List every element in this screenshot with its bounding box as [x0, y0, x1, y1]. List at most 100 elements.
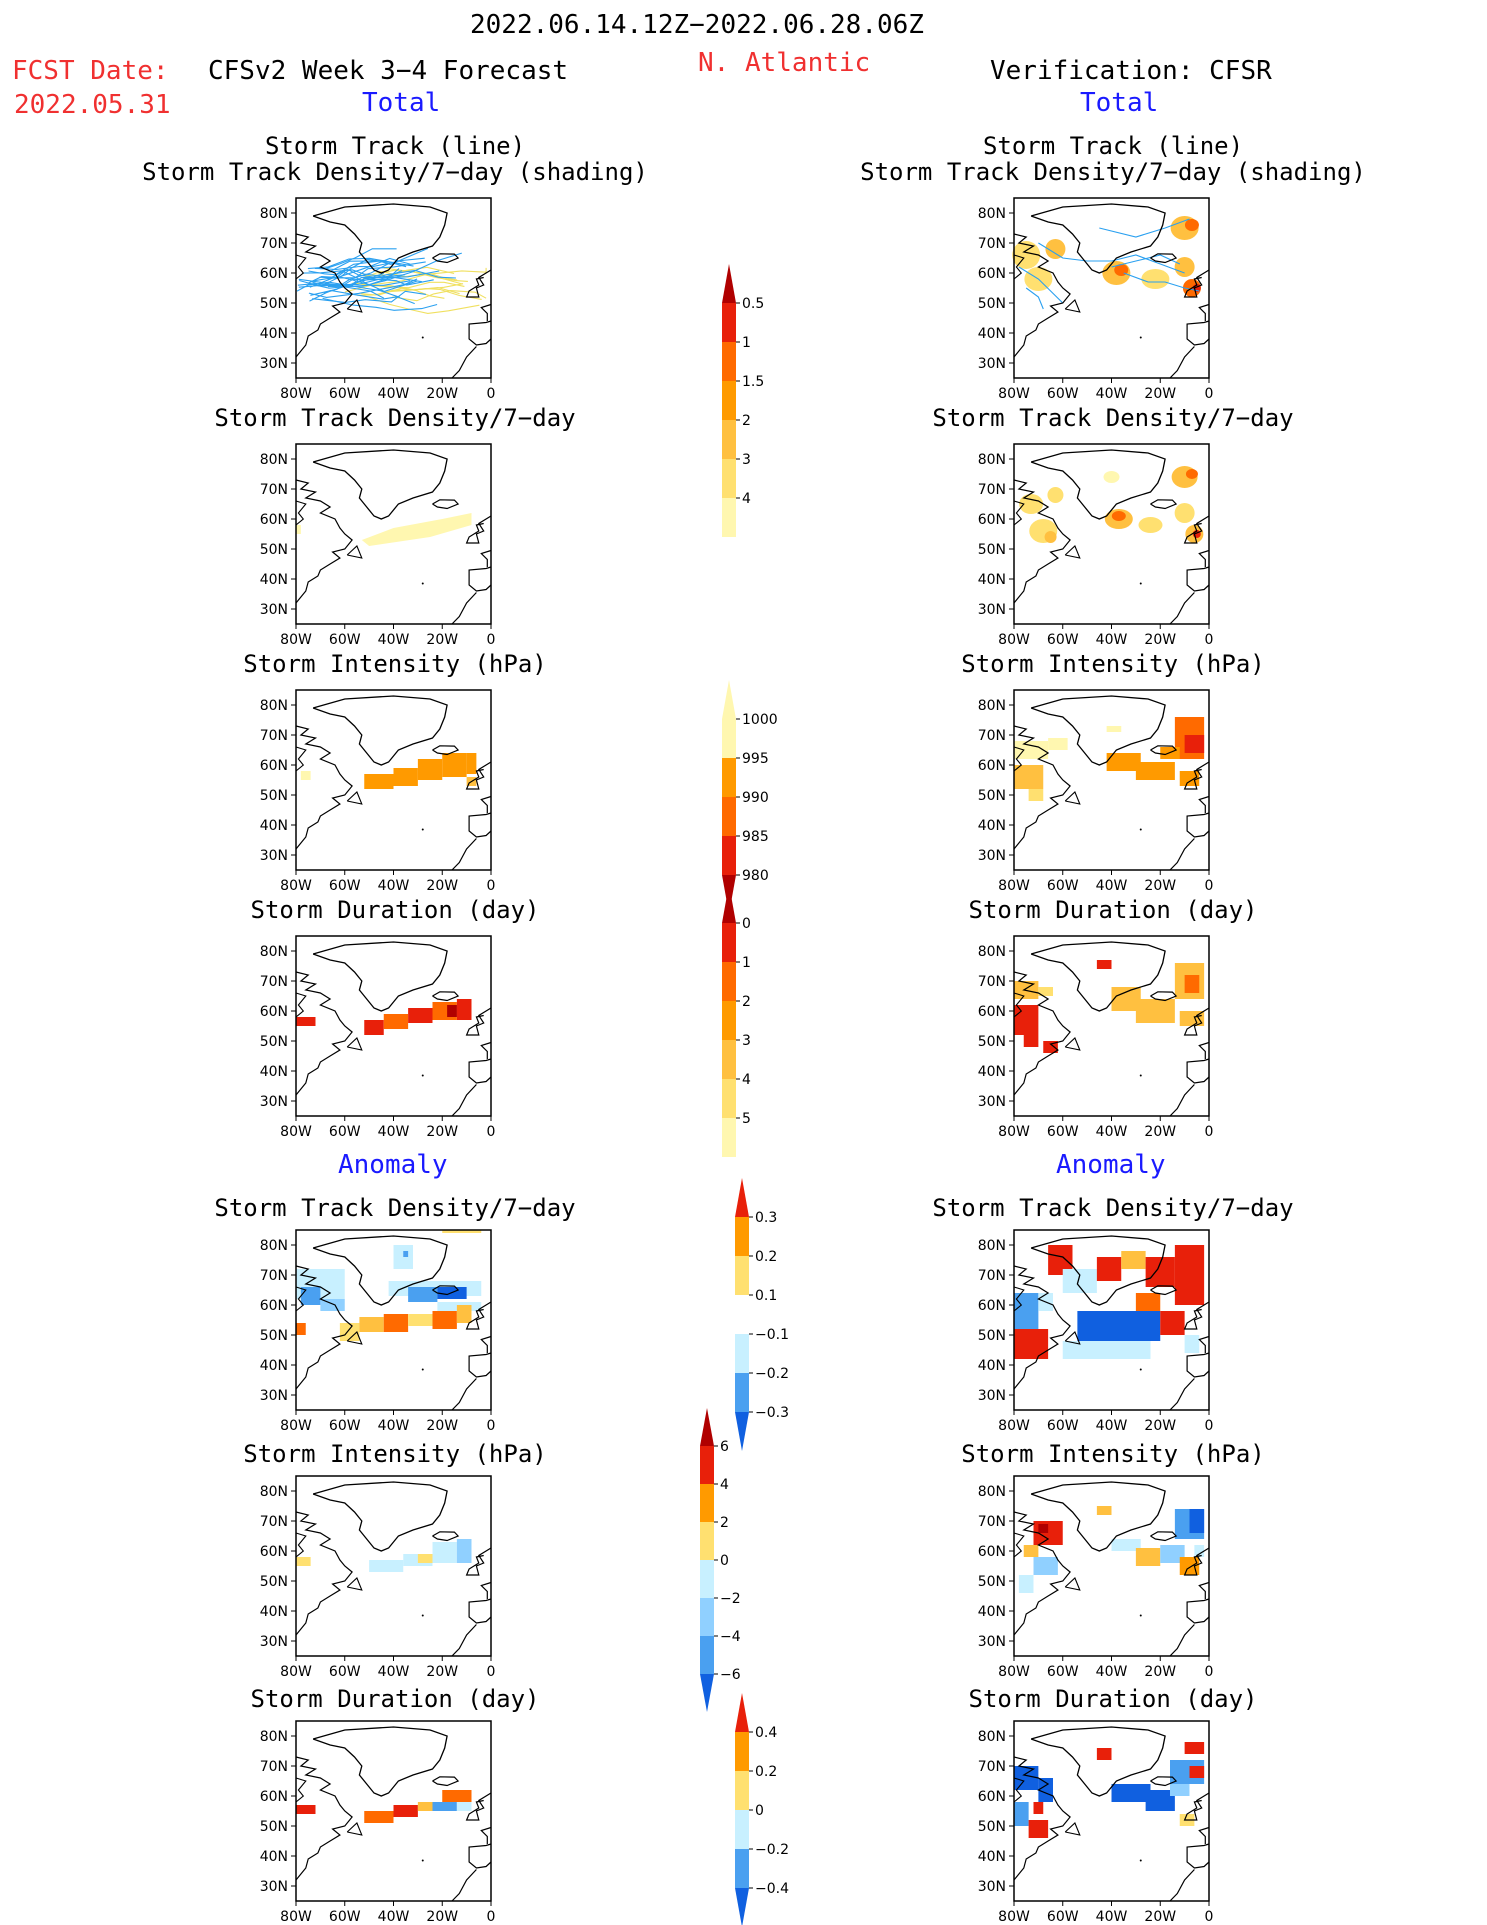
data-cell: [1194, 1545, 1205, 1557]
colorbar-label: −0.3: [755, 1405, 789, 1421]
title-duration-left: Storm Duration (day): [250, 896, 540, 924]
data-cell: [1018, 1575, 1034, 1593]
data-cell: [1023, 1545, 1039, 1557]
panel-cfsr-duration: 80N 70N 60N 50N 40N 30N 80W 60W 40W 20W 0: [978, 935, 1213, 1140]
colorbar-label: −0.2: [755, 1366, 789, 1382]
lat-tick-label: 60N: [260, 512, 288, 528]
lat-tick-label: 70N: [260, 974, 288, 990]
lat-tick-label: 30N: [260, 1388, 288, 1404]
colorbar-label: 2: [742, 994, 751, 1010]
storm-track: [1038, 242, 1185, 274]
title-track-l1-right: Storm Track (line): [982, 132, 1244, 160]
lon-tick-label: 0: [487, 386, 496, 402]
data-cell: [300, 1287, 321, 1305]
data-cell: [1096, 1748, 1112, 1760]
colorbar-label: 1000: [742, 712, 778, 728]
lon-tick-label: 80W: [280, 1418, 312, 1434]
data-cell: [1038, 987, 1053, 996]
lon-tick-label: 0: [487, 1909, 496, 1925]
data-cell: [1038, 1778, 1053, 1802]
data-cell: [1135, 762, 1175, 780]
lat-tick-label: 80N: [260, 1729, 288, 1745]
lat-tick-label: 50N: [978, 1328, 1006, 1344]
panel-cfsr-intensity: 80N 70N 60N 50N 40N 30N 80W 60W 40W 20W 0: [978, 689, 1214, 894]
lon-tick-label: 20W: [1144, 632, 1176, 648]
colorbar-arrow-bottom: [735, 1888, 749, 1925]
lon-tick-label: 40W: [1096, 1124, 1128, 1140]
colorbar-label: 0: [755, 1803, 764, 1819]
title-density-anom-right: Storm Track Density/7−day: [932, 1194, 1294, 1222]
lon-tick-label: 0: [487, 1664, 496, 1680]
lat-tick-label: 50N: [260, 1574, 288, 1590]
lat-tick-label: 50N: [978, 788, 1006, 804]
data-cell: [1179, 771, 1200, 786]
lat-tick-label: 50N: [260, 542, 288, 558]
lat-tick-label: 60N: [978, 1789, 1006, 1805]
lon-tick-label: 0: [1205, 878, 1214, 894]
lon-tick-label: 40W: [378, 1664, 410, 1680]
storm-track: [356, 281, 465, 289]
density-blob: [1012, 241, 1041, 269]
panel-forecast-track: 80N 70N 60N 50N 40N 30N 80W 60W 40W 20W 0: [260, 197, 496, 402]
data-cell: [1184, 975, 1200, 993]
colorbar-arrow-top: [722, 680, 736, 719]
colorbar-label: 1.5: [742, 374, 764, 390]
lon-tick-label: 80W: [280, 632, 312, 648]
title-intensity-right: Storm Intensity (hPa): [961, 650, 1265, 678]
lat-tick-label: 40N: [260, 818, 288, 834]
lon-tick-label: 40W: [1096, 1664, 1128, 1680]
lon-tick-label: 20W: [426, 632, 458, 648]
lon-tick-label: 40W: [1096, 878, 1128, 894]
data-cell: [1111, 1784, 1151, 1802]
lon-tick-label: 0: [487, 1418, 496, 1434]
data-cell: [1135, 999, 1175, 1023]
lon-tick-label: 60W: [329, 1909, 361, 1925]
density-blob: [1047, 487, 1064, 503]
data-cell: [1106, 753, 1141, 771]
lat-tick-label: 60N: [260, 266, 288, 282]
panel-forecast-density: 80N 70N 60N 50N 40N 30N 80W 60W 40W 20W 0: [260, 443, 495, 648]
data-cell: [1189, 1766, 1205, 1778]
colorbar-arrow-top: [722, 884, 736, 923]
fcst-date: 2022.05.31: [14, 90, 171, 120]
data-cell: [339, 1323, 360, 1341]
storm-track: [318, 257, 425, 271]
lat-tick-label: 80N: [260, 1238, 288, 1254]
colorbar-arrow-bottom: [735, 1412, 749, 1451]
data-cell: [1014, 741, 1049, 759]
colorbar-segment: [735, 1849, 749, 1888]
lon-tick-label: 80W: [998, 1909, 1030, 1925]
data-cell: [1014, 1005, 1039, 1035]
lat-tick-label: 30N: [260, 1094, 288, 1110]
colorbar-label: 4: [720, 1477, 729, 1493]
panel-cfsr-duration-anomaly: 80N 70N 60N 50N 40N 30N 80W 60W 40W 20W 0: [978, 1720, 1213, 1925]
lon-tick-label: 80W: [998, 386, 1030, 402]
data-cell: [296, 1017, 316, 1026]
storm-track: [298, 270, 440, 288]
lat-tick-label: 40N: [978, 1604, 1006, 1620]
lon-tick-label: 0: [1205, 1418, 1214, 1434]
data-cell: [456, 999, 472, 1020]
colorbar-segment: [700, 1484, 714, 1522]
lon-tick-label: 0: [1205, 386, 1214, 402]
data-cell: [1014, 1766, 1039, 1790]
data-cell: [1135, 1548, 1161, 1566]
data-cell: [1184, 1742, 1205, 1754]
colorbar-segment: [735, 1295, 749, 1334]
lat-tick-label: 50N: [978, 296, 1006, 312]
colorbar-label: −0.4: [755, 1881, 789, 1897]
lon-tick-label: 20W: [426, 1124, 458, 1140]
lon-tick-label: 60W: [1047, 1418, 1079, 1434]
density-blob: [1185, 469, 1198, 479]
lon-tick-label: 80W: [998, 1664, 1030, 1680]
lat-tick-label: 50N: [978, 1034, 1006, 1050]
colorbar-intensity-total: 1000 995 990 985 980: [722, 680, 778, 914]
data-cell: [1179, 1557, 1200, 1575]
lon-tick-label: 40W: [378, 878, 410, 894]
colorbar-segment: [722, 758, 736, 797]
density-band: [361, 513, 472, 546]
model-title: CFSv2 Week 3−4 Forecast: [208, 56, 569, 86]
lat-tick-label: 40N: [260, 1849, 288, 1865]
colorbar-label: 1: [742, 335, 751, 351]
